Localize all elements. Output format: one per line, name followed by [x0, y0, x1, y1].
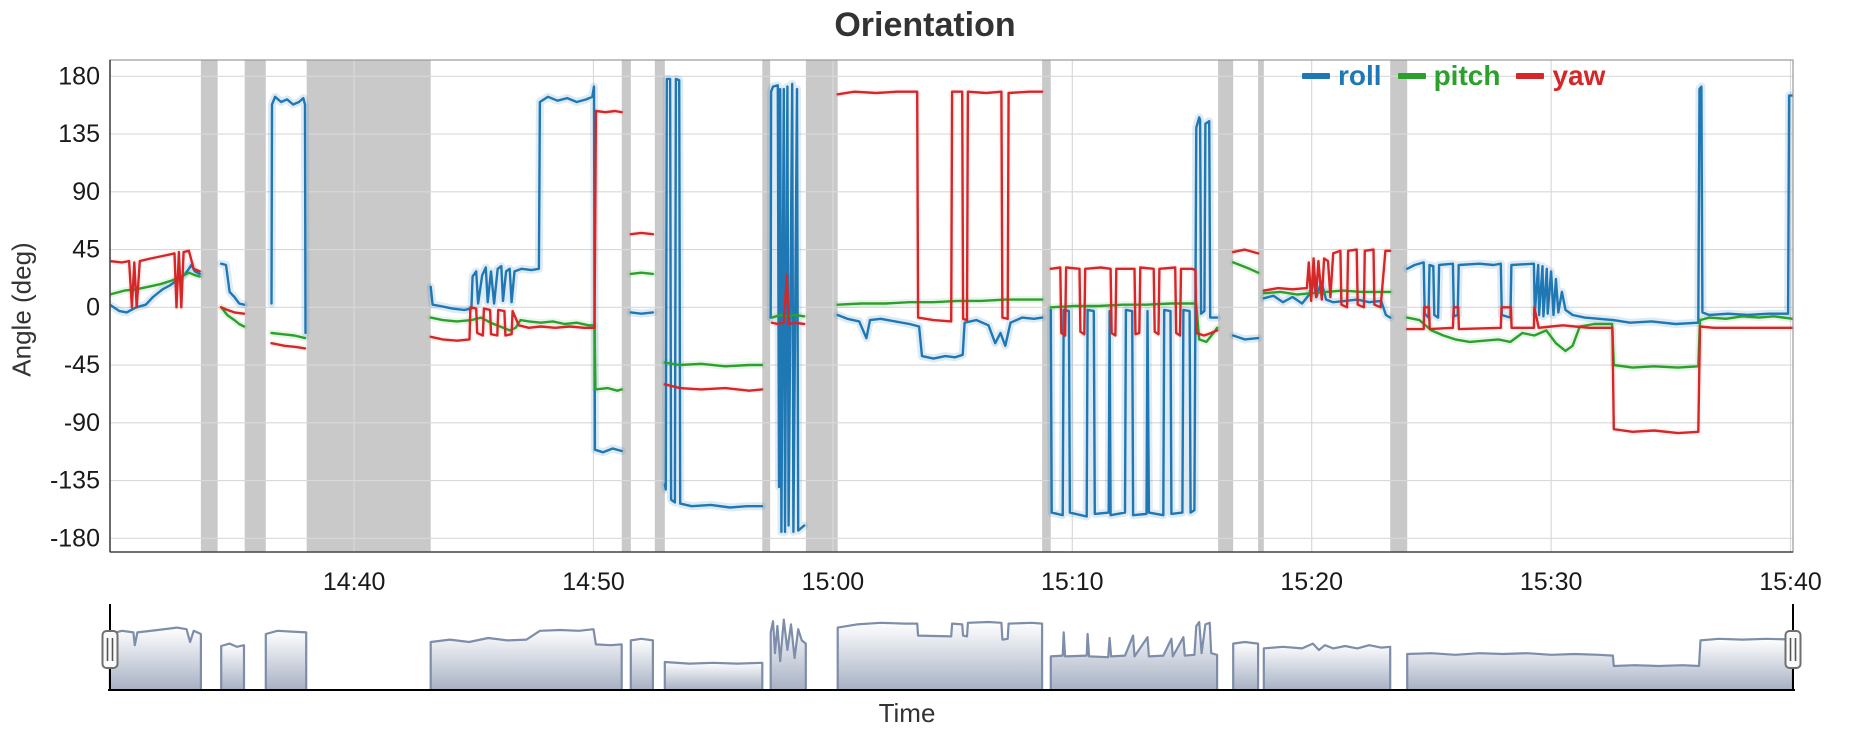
- data-gap-band: [200, 60, 218, 552]
- x-axis-title: Time: [878, 698, 936, 728]
- navigator-outline: [836, 620, 1044, 690]
- y-tick-label: 135: [58, 120, 100, 148]
- y-tick-label: 0: [86, 293, 100, 321]
- y-tick-label: 90: [72, 178, 100, 206]
- roll-series-line: [663, 77, 764, 509]
- yaw-series-line: [110, 249, 201, 309]
- navigator-outline: [1406, 637, 1795, 690]
- roll-series-line: [429, 85, 623, 454]
- navigator-area: [265, 630, 307, 690]
- yaw-series-line: [1231, 248, 1260, 255]
- legend-label-pitch: pitch: [1433, 60, 1501, 91]
- navigator-left-handle[interactable]: [101, 630, 119, 669]
- roll-series-line: [1231, 334, 1260, 341]
- data-gap-band: [762, 60, 771, 552]
- data-gap-band: [621, 60, 631, 552]
- roll-series-line: [219, 262, 246, 306]
- pitch-series-line: [1405, 315, 1793, 369]
- pitch-series-line: [1231, 261, 1260, 274]
- yaw-series-line: [270, 342, 307, 350]
- navigator-outline: [429, 628, 623, 690]
- x-tick-label: 14:50: [562, 568, 625, 596]
- yaw-line-swatch-icon: [1516, 73, 1545, 79]
- navigator-outline: [769, 618, 807, 690]
- data-gap-band: [306, 60, 431, 552]
- pitch-series-line: [1262, 289, 1392, 296]
- roll-series-line: [1049, 116, 1219, 518]
- yaw-series-line: [836, 90, 1044, 323]
- yaw-series-line: [1049, 266, 1219, 337]
- yaw-series-line: [429, 109, 623, 342]
- pitch-series-line: [836, 298, 1044, 306]
- pitch-series-line: [429, 316, 623, 392]
- navigator-right-handle[interactable]: [1784, 630, 1802, 669]
- pitch-series-line: [629, 271, 655, 276]
- legend-label-yaw: yaw: [1552, 60, 1606, 91]
- roll-series-line: [110, 263, 201, 314]
- navigator-outline: [1049, 620, 1219, 690]
- roll-series-line: [270, 95, 307, 335]
- navigator-area: [664, 662, 763, 690]
- yaw-series-line: [770, 274, 806, 326]
- data-gap-band: [1390, 60, 1408, 552]
- x-tick-label: 15:00: [802, 568, 865, 596]
- navigator-outline: [220, 642, 246, 690]
- navigator-area: [1407, 638, 1793, 690]
- x-tick-label: 15:20: [1280, 568, 1343, 596]
- yaw-series-line: [1405, 306, 1793, 435]
- y-tick-label: 180: [58, 62, 100, 90]
- roll-series-line: [836, 313, 1044, 360]
- pitch-series-line: [1049, 302, 1219, 344]
- x-tick-label: 15:40: [1759, 568, 1822, 596]
- yaw-series-line: [629, 231, 655, 236]
- navigator-area: [770, 619, 806, 690]
- page-title: Orientation: [834, 6, 1016, 44]
- legend-label-roll: roll: [1338, 60, 1382, 91]
- yaw-series-line: [219, 306, 246, 315]
- navigator-outline: [1232, 640, 1260, 690]
- navigator-area: [221, 643, 244, 690]
- pitch-series-line: [270, 331, 307, 340]
- data-gap-band: [1258, 60, 1264, 552]
- roll-series-line: [629, 311, 655, 315]
- pitch-series-line: [219, 306, 246, 328]
- navigator-outline: [264, 629, 308, 690]
- navigator-outline: [1262, 642, 1392, 690]
- navigator-outline: [108, 626, 202, 690]
- y-tick-label: -90: [64, 409, 100, 437]
- y-tick-label: -180: [50, 524, 100, 552]
- roll-series-line: [1405, 85, 1793, 326]
- yaw-series-line: [663, 383, 764, 392]
- y-tick-label: -135: [50, 467, 100, 495]
- navigator-area: [630, 638, 653, 690]
- y-axis-title: Angle (deg): [6, 242, 37, 377]
- data-gap-band: [1042, 60, 1051, 552]
- navigator-outline: [663, 660, 764, 690]
- x-tick-label: 15:10: [1041, 568, 1104, 596]
- legend-item-yaw: yaw: [1516, 60, 1605, 92]
- navigator-area: [430, 629, 622, 690]
- pitch-line-swatch-icon: [1397, 73, 1426, 79]
- x-tick-label: 14:40: [323, 568, 386, 596]
- data-gap-band: [654, 60, 665, 552]
- data-gap-band: [244, 60, 266, 552]
- legend: roll pitch yaw: [1302, 60, 1605, 92]
- navigator-area: [1233, 642, 1259, 690]
- navigator-outline: [629, 637, 655, 690]
- legend-item-pitch: pitch: [1397, 60, 1501, 92]
- legend-item-roll: roll: [1302, 60, 1382, 92]
- pitch-series-line: [663, 361, 764, 368]
- yaw-series-line: [1262, 248, 1392, 309]
- roll-line-swatch-icon: [1302, 73, 1330, 79]
- data-gap-band: [1218, 60, 1234, 552]
- navigator-area: [109, 627, 201, 690]
- y-tick-label: -45: [64, 351, 100, 379]
- navigator-area: [1263, 643, 1391, 690]
- y-tick-label: 45: [72, 236, 100, 264]
- x-tick-label: 15:30: [1520, 568, 1583, 596]
- navigator-area: [837, 622, 1043, 690]
